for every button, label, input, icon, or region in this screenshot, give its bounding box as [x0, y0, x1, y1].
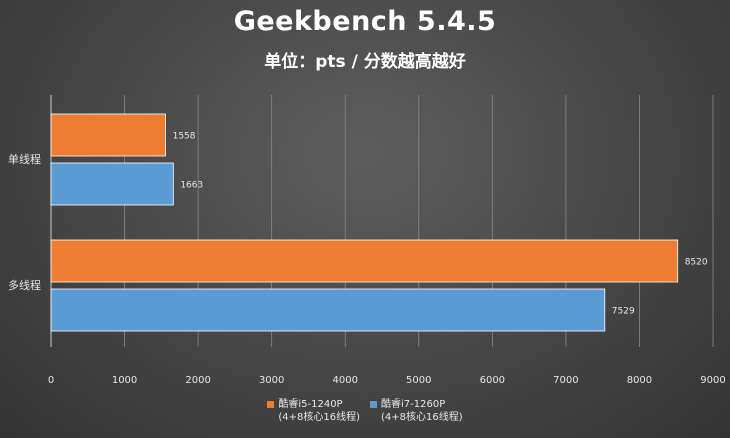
x-tick-label: 1000	[112, 375, 137, 386]
data-label: 1663	[180, 181, 203, 191]
data-label: 7529	[612, 307, 635, 317]
bar	[50, 113, 166, 157]
legend-item-i5: 酷睿i5-1240P (4+8核心16线程)	[267, 398, 360, 424]
x-tick-label: 4000	[332, 375, 357, 386]
x-tick-label: 7000	[553, 375, 578, 386]
legend-label-i5: 酷睿i5-1240P	[278, 399, 343, 410]
category-label: 多线程	[8, 278, 41, 292]
legend: 酷睿i5-1240P (4+8核心16线程) 酷睿i7-1260P (4+8核心…	[0, 398, 730, 424]
legend-swatch-i5	[267, 401, 275, 408]
legend-label-i7: 酷睿i7-1260P	[381, 399, 446, 410]
x-tick-label: 3000	[259, 375, 284, 386]
legend-item-i7: 酷睿i7-1260P (4+8核心16线程)	[370, 398, 463, 424]
chart-subtitle: 单位：pts / 分数越高越好	[264, 52, 466, 72]
bar	[50, 162, 174, 206]
legend-sublabel-i7: (4+8核心16线程)	[381, 412, 463, 423]
chart-title: Geekbench 5.4.5	[233, 6, 497, 37]
legend-swatch-i7	[370, 401, 377, 408]
bar	[50, 288, 606, 332]
x-tick-label: 0	[48, 375, 54, 386]
legend-sublabel-i5: (4+8核心16线程)	[278, 412, 360, 423]
data-label: 8520	[685, 258, 708, 268]
category-label: 单线程	[8, 152, 41, 166]
x-tick-label: 6000	[480, 375, 505, 386]
x-tick-label: 9000	[700, 375, 725, 386]
x-tick-label: 5000	[406, 375, 431, 386]
bar	[50, 239, 679, 283]
data-label: 1558	[173, 132, 196, 142]
x-tick-label: 8000	[627, 375, 652, 386]
x-tick-label: 2000	[185, 375, 210, 386]
